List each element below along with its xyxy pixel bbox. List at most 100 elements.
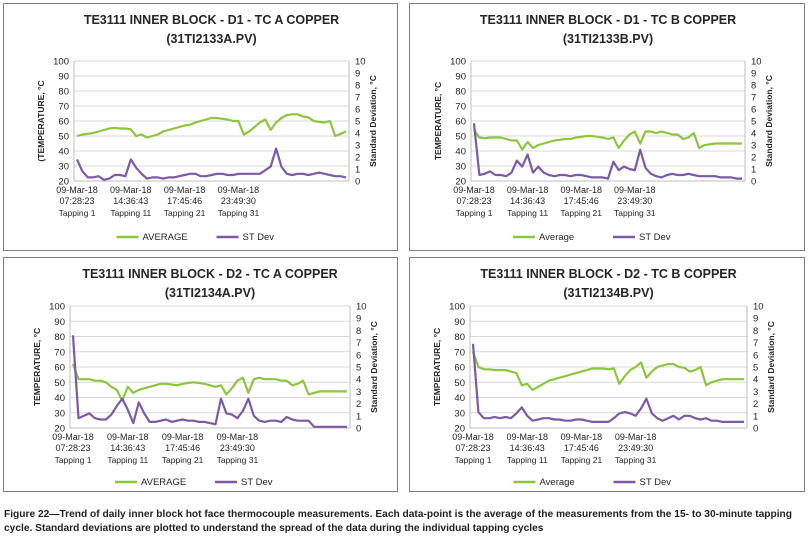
y-tick-label: 20 [454, 424, 465, 435]
y-axis-title: TEMPERATURE, °C [433, 82, 443, 160]
y-tick-label: 30 [454, 408, 465, 419]
chart-title: TE3111 INNER BLOCK - D1 - TC B COPPER [480, 13, 736, 27]
y-tick-label: 90 [54, 317, 65, 328]
y-tick-label: 70 [58, 102, 69, 113]
y2-tick-label: 10 [751, 57, 762, 68]
y2-tick-label: 9 [751, 69, 756, 80]
y-tick-label: 100 [53, 57, 69, 68]
x-tick-tapping: Tapping 1 [55, 455, 92, 465]
y-tick-label: 80 [454, 332, 465, 343]
y-tick-label: 40 [454, 393, 465, 404]
x-tick-time: 07:28:23 [59, 196, 94, 206]
y-tick-label: 40 [54, 393, 65, 404]
y2-tick-label: 5 [355, 117, 360, 128]
chart-title: TE3111 INNER BLOCK - D2 - TC B COPPER [480, 267, 736, 281]
legend-label-average: AVERAGE [143, 232, 188, 243]
x-tick-date: 09-Mar-18 [162, 432, 204, 442]
y2-tick-label: 8 [356, 326, 361, 337]
x-tick-tapping: Tapping 31 [615, 455, 657, 465]
legend-label-stdev: ST Dev [640, 477, 672, 488]
y-tick-label: 30 [58, 162, 69, 173]
legend-label-average: Average [540, 477, 575, 488]
series-line-average [71, 363, 347, 402]
x-tick-date: 09-Mar-18 [218, 185, 260, 195]
y-tick-label: 50 [58, 132, 69, 143]
y2-tick-label: 3 [356, 387, 361, 398]
series-line-average [76, 113, 347, 139]
x-tick-tapping: Tapping 11 [107, 455, 148, 465]
y-tick-label: 50 [54, 378, 65, 389]
y2-tick-label: 2 [356, 399, 361, 410]
x-tick-date: 09-Mar-18 [615, 432, 657, 442]
y2-tick-label: 2 [753, 399, 758, 410]
legend-label-average: Average [539, 232, 574, 243]
y2-tick-label: 4 [751, 129, 756, 140]
y-tick-label: 60 [54, 363, 65, 374]
y2-tick-label: 10 [753, 302, 764, 313]
chart-subtitle: (31TI2133A.PV) [166, 32, 256, 46]
y2-tick-label: 4 [356, 375, 361, 386]
chart-panel-d2-tc-a: TE3111 INNER BLOCK - D2 - TC A COPPER (31… [3, 257, 398, 492]
y-tick-label: 30 [455, 162, 466, 173]
y2-tick-label: 4 [753, 375, 758, 386]
y-tick-label: 20 [54, 424, 65, 435]
x-tick-tapping: Tapping 1 [456, 208, 493, 218]
y2-axis-title: Standard Deviation, °C [369, 321, 379, 413]
y2-tick-label: 3 [355, 141, 360, 152]
y-tick-label: 20 [58, 177, 69, 188]
y-axis-title: (TEMPERATURE, °C [36, 80, 46, 161]
chart-title: TE3111 INNER BLOCK - D2 - TC A COPPER [82, 267, 337, 281]
y2-tick-label: 6 [356, 350, 361, 361]
x-tick-tapping: Tapping 21 [162, 455, 204, 465]
y-tick-label: 60 [454, 363, 465, 374]
x-tick-tapping: Tapping 21 [164, 208, 206, 218]
chart-panel-d1-tc-b: TE3111 INNER BLOCK - D1 - TC B COPPER (31… [409, 3, 805, 251]
y2-tick-label: 9 [753, 314, 758, 325]
y2-tick-label: 0 [355, 177, 360, 188]
x-tick-time: 23:49:30 [617, 196, 652, 206]
y-tick-label: 90 [58, 72, 69, 83]
y-tick-label: 40 [58, 147, 69, 158]
chart-svg: TE3111 INNER BLOCK - D1 - TC A COPPER (31… [36, 13, 378, 243]
x-tick-tapping: Tapping 31 [218, 208, 260, 218]
series-line-stdev [71, 335, 347, 428]
y2-tick-label: 5 [753, 363, 758, 374]
x-tick-time: 14:36:43 [510, 196, 545, 206]
chart-subtitle: (31TI2133B.PV) [563, 32, 653, 46]
x-tick-tapping: Tapping 1 [59, 208, 96, 218]
y-tick-label: 30 [54, 408, 65, 419]
y2-tick-label: 10 [356, 302, 367, 313]
x-tick-time: 17:45:46 [167, 196, 202, 206]
y-tick-label: 70 [54, 347, 65, 358]
figure-caption: Figure 22—Trend of daily inner block hot… [4, 509, 793, 534]
chart-svg: TE3111 INNER BLOCK - D2 - TC B COPPER (31… [432, 267, 776, 488]
y2-tick-label: 10 [355, 57, 366, 68]
y2-tick-label: 9 [356, 314, 361, 325]
y2-tick-label: 1 [355, 165, 360, 176]
y2-tick-label: 5 [751, 117, 756, 128]
x-tick-time: 23:49:30 [618, 443, 653, 453]
x-tick-tapping: Tapping 1 [455, 455, 492, 465]
y-tick-label: 50 [454, 378, 465, 389]
y-axis-title: TEMPERATURE, °C [432, 328, 442, 406]
y2-axis-title: Standard Deviation, °C [764, 75, 774, 167]
x-tick-time: 17:45:46 [165, 443, 200, 453]
x-tick-time: 17:45:46 [564, 196, 599, 206]
x-tick-tapping: Tapping 31 [217, 455, 259, 465]
y2-tick-label: 0 [356, 424, 361, 435]
y2-tick-label: 7 [356, 338, 361, 349]
chart-subtitle: (31TI2134A.PV) [165, 286, 255, 300]
y2-tick-label: 2 [751, 153, 756, 164]
series-line-stdev [75, 147, 347, 181]
x-tick-time: 14:36:43 [110, 443, 145, 453]
series-line-stdev [472, 123, 742, 180]
legend-label-stdev: ST Dev [639, 232, 671, 243]
y2-axis-title: Standard Deviation, °C [766, 321, 776, 413]
y-tick-label: 50 [455, 132, 466, 143]
chart-subtitle: (31TI2134B.PV) [563, 286, 653, 300]
y-tick-label: 100 [449, 302, 465, 313]
chart-svg: TE3111 INNER BLOCK - D2 - TC A COPPER (31… [32, 267, 379, 488]
chart-panel-d1-tc-a: TE3111 INNER BLOCK - D1 - TC A COPPER (31… [3, 3, 398, 251]
y2-tick-label: 6 [753, 350, 758, 361]
y2-tick-label: 4 [355, 129, 360, 140]
